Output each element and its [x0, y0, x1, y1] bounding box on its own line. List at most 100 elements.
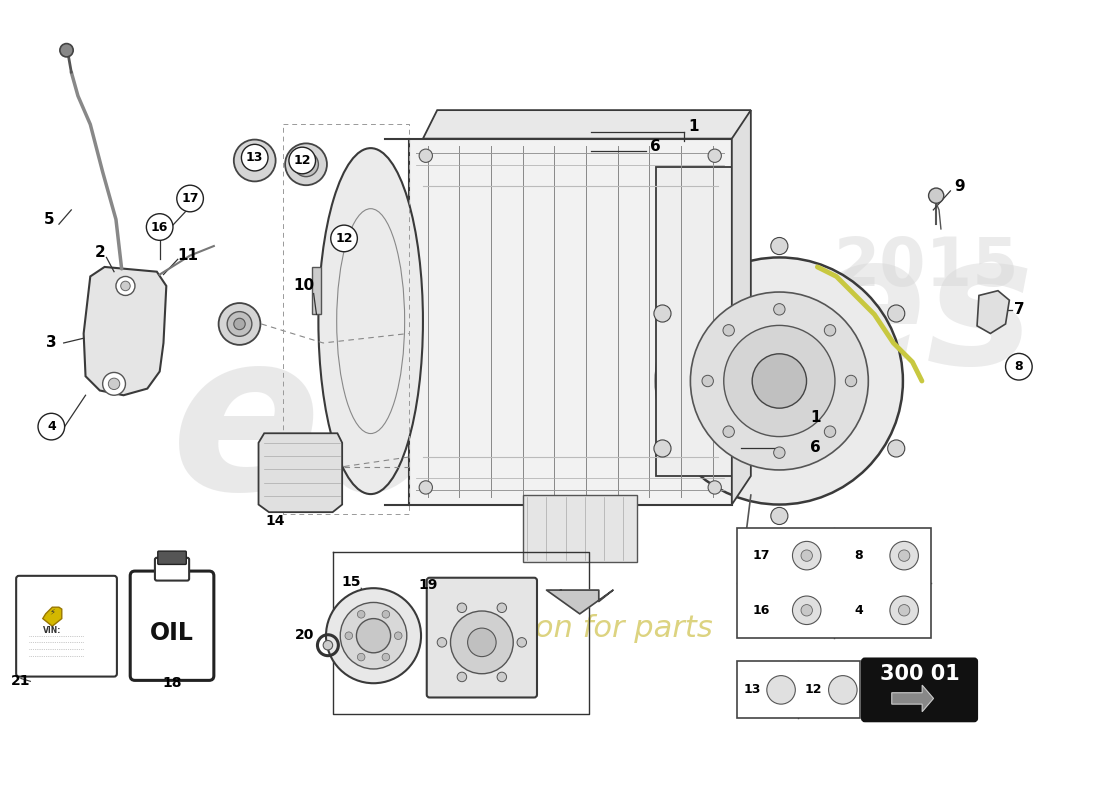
Ellipse shape: [318, 148, 422, 494]
Circle shape: [451, 611, 514, 674]
FancyBboxPatch shape: [157, 551, 186, 565]
Text: ⚡: ⚡: [50, 607, 55, 617]
Circle shape: [656, 258, 903, 505]
Text: 2: 2: [95, 245, 106, 260]
Text: 6: 6: [650, 138, 661, 154]
Circle shape: [723, 325, 735, 336]
Text: 7: 7: [1013, 302, 1024, 318]
Circle shape: [326, 588, 421, 683]
Polygon shape: [258, 434, 342, 512]
Circle shape: [116, 277, 135, 295]
Circle shape: [767, 676, 795, 704]
Polygon shape: [84, 267, 166, 395]
Circle shape: [773, 304, 785, 315]
Circle shape: [458, 672, 466, 682]
Text: 13: 13: [744, 683, 761, 696]
Circle shape: [289, 147, 316, 174]
Circle shape: [285, 143, 327, 186]
Circle shape: [702, 375, 714, 386]
Circle shape: [752, 354, 806, 408]
Text: 5: 5: [44, 212, 55, 227]
Circle shape: [824, 426, 836, 438]
Circle shape: [358, 654, 365, 661]
Circle shape: [899, 605, 910, 616]
Circle shape: [773, 447, 785, 458]
Circle shape: [419, 481, 432, 494]
Circle shape: [801, 605, 813, 616]
Circle shape: [395, 632, 402, 639]
Polygon shape: [977, 290, 1010, 334]
Circle shape: [899, 550, 910, 562]
Circle shape: [691, 292, 868, 470]
Circle shape: [792, 596, 821, 625]
Circle shape: [723, 426, 735, 438]
Circle shape: [708, 481, 722, 494]
Circle shape: [234, 318, 245, 330]
Circle shape: [928, 188, 944, 203]
Circle shape: [219, 303, 261, 345]
Circle shape: [497, 672, 507, 682]
Circle shape: [358, 610, 365, 618]
Text: 14: 14: [266, 514, 285, 528]
Circle shape: [771, 238, 788, 254]
FancyBboxPatch shape: [862, 658, 977, 722]
FancyBboxPatch shape: [427, 578, 537, 698]
Text: 17: 17: [182, 192, 199, 205]
FancyBboxPatch shape: [130, 571, 213, 680]
Polygon shape: [43, 607, 62, 626]
Circle shape: [888, 305, 905, 322]
Text: 6: 6: [810, 440, 821, 455]
Circle shape: [234, 139, 276, 182]
Bar: [522, 495, 637, 562]
Text: 18: 18: [163, 676, 182, 690]
Text: 15: 15: [342, 575, 362, 590]
Circle shape: [792, 542, 821, 570]
Circle shape: [241, 144, 268, 171]
Circle shape: [228, 312, 252, 336]
Circle shape: [146, 214, 173, 240]
Text: 1: 1: [689, 118, 700, 134]
Circle shape: [102, 373, 125, 395]
Text: 4: 4: [854, 604, 862, 617]
Text: 300 01: 300 01: [880, 664, 959, 684]
Circle shape: [653, 305, 671, 322]
Circle shape: [419, 149, 432, 162]
FancyBboxPatch shape: [155, 558, 189, 581]
Circle shape: [108, 378, 120, 390]
Circle shape: [356, 618, 390, 653]
Circle shape: [653, 440, 671, 457]
Text: 8: 8: [1014, 360, 1023, 374]
Circle shape: [345, 632, 353, 639]
Circle shape: [845, 375, 857, 386]
Text: 21: 21: [11, 674, 31, 688]
Circle shape: [828, 676, 857, 704]
Circle shape: [890, 596, 918, 625]
Polygon shape: [422, 110, 751, 138]
FancyBboxPatch shape: [16, 576, 117, 677]
Circle shape: [458, 603, 466, 613]
Polygon shape: [547, 590, 613, 614]
Circle shape: [468, 628, 496, 657]
Text: 2015: 2015: [834, 234, 1020, 300]
Text: 12: 12: [805, 683, 823, 696]
Text: euro: euro: [170, 322, 741, 535]
Circle shape: [245, 151, 264, 170]
Circle shape: [300, 158, 311, 170]
Bar: [656, 167, 732, 476]
FancyBboxPatch shape: [409, 138, 732, 505]
Text: 8: 8: [854, 549, 862, 562]
Circle shape: [1005, 354, 1032, 380]
Text: 16: 16: [151, 221, 168, 234]
Circle shape: [724, 326, 835, 437]
Text: 11: 11: [178, 248, 199, 263]
Text: 9: 9: [955, 178, 965, 194]
Circle shape: [382, 654, 389, 661]
Circle shape: [437, 638, 447, 647]
Text: 19: 19: [418, 578, 438, 592]
Text: 3: 3: [46, 335, 56, 350]
Text: OIL: OIL: [150, 621, 194, 645]
Text: Spares: Spares: [334, 226, 1034, 402]
Circle shape: [331, 225, 358, 252]
Circle shape: [517, 638, 527, 647]
Text: 13: 13: [246, 151, 263, 164]
